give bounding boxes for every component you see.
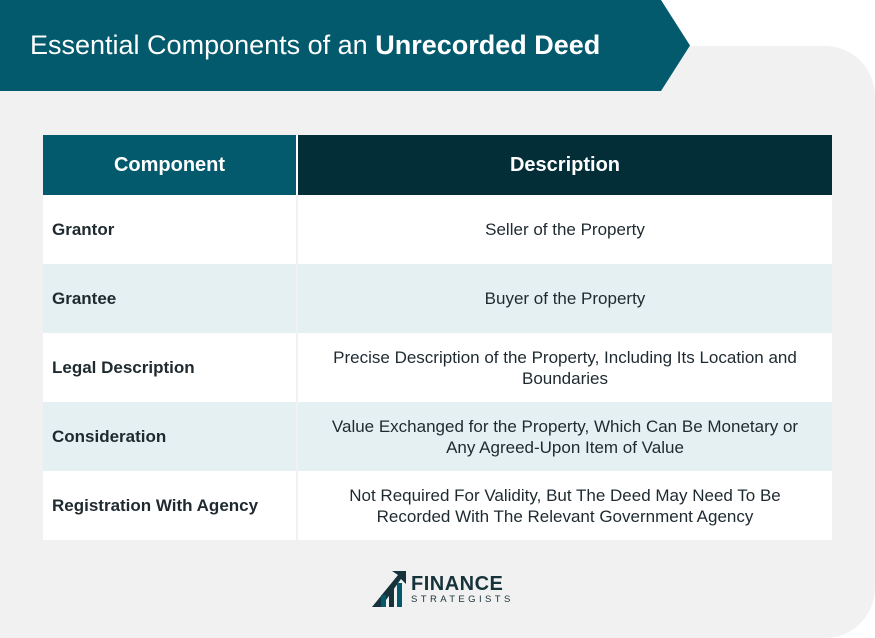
title-regular: Essential Components of an xyxy=(30,30,368,60)
column-header-component: Component xyxy=(43,135,298,195)
component-cell: Legal Description xyxy=(43,333,298,402)
description-cell: Seller of the Property xyxy=(297,195,832,264)
table-header-row: Component Description xyxy=(43,135,832,195)
finance-strategists-logo-icon xyxy=(372,571,406,607)
finance-strategists-logo: FINANCE STRATEGISTS xyxy=(372,571,514,607)
component-cell: Consideration xyxy=(43,402,298,471)
column-header-description: Description xyxy=(297,135,832,195)
page-title: Essential Components of an Unrecorded De… xyxy=(30,30,600,61)
description-cell: Not Required For Validity, But The Deed … xyxy=(297,471,832,540)
component-cell: Registration With Agency xyxy=(43,471,298,540)
description-cell: Buyer of the Property xyxy=(297,264,832,333)
components-table: Component Description Grantor Seller of … xyxy=(43,135,832,540)
component-cell: Grantor xyxy=(43,195,298,264)
title-bold: Unrecorded Deed xyxy=(375,30,601,60)
description-cell: Precise Description of the Property, Inc… xyxy=(297,333,832,402)
description-cell: Value Exchanged for the Property, Which … xyxy=(297,402,832,471)
title-banner: Essential Components of an Unrecorded De… xyxy=(0,0,690,91)
table-row: Consideration Value Exchanged for the Pr… xyxy=(43,402,832,471)
logo-subtitle: STRATEGISTS xyxy=(411,593,514,605)
table-row: Legal Description Precise Description of… xyxy=(43,333,832,402)
table-row: Registration With Agency Not Required Fo… xyxy=(43,471,832,540)
component-cell: Grantee xyxy=(43,264,298,333)
table-row: Grantor Seller of the Property xyxy=(43,195,832,264)
logo-wordmark: FINANCE xyxy=(411,572,504,595)
table-row: Grantee Buyer of the Property xyxy=(43,264,832,333)
